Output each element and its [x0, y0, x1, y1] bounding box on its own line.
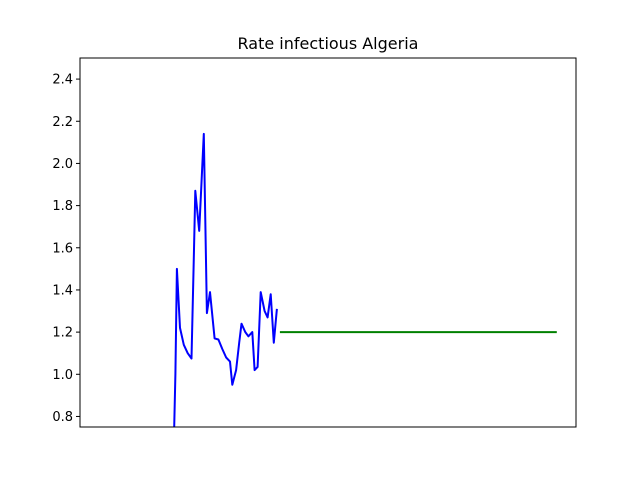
y-tick-label: 0.8 [52, 410, 73, 425]
y-tick-label: 2.2 [52, 115, 73, 130]
y-tick-label: 2.4 [52, 73, 73, 88]
plot-frame [79, 57, 577, 428]
y-tick-label: 1.2 [52, 326, 73, 341]
y-tick-label: 1.6 [52, 241, 73, 256]
y-tick-label: 1.4 [52, 283, 73, 298]
y-axis: 0.8 1.0 1.2 1.4 1.6 1.8 2.0 2.2 2.4 [52, 73, 80, 425]
y-tick-label: 2.0 [52, 157, 73, 172]
chart-title: Rate infectious Algeria [238, 34, 419, 53]
series-line-observed [173, 132, 278, 427]
series-layer [173, 132, 557, 427]
y-tick-label: 1.8 [52, 199, 73, 214]
y-tick-label: 1.0 [52, 368, 73, 383]
